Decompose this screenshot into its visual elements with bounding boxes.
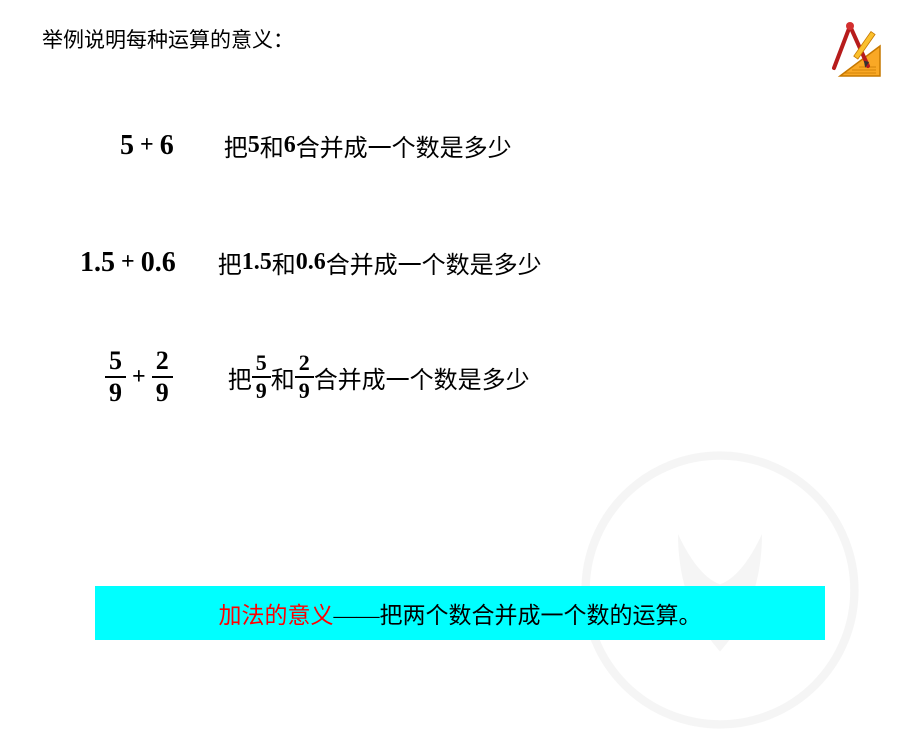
numerator: 2: [152, 348, 173, 374]
explanation-text: 和: [260, 128, 284, 163]
explanation-num: 5: [248, 132, 260, 159]
fraction-inline-2: 2 9: [295, 352, 314, 402]
numerator: 2: [295, 352, 314, 374]
math-expression-1: 5 + 6: [120, 130, 174, 162]
example-row-2: 1.5 + 0.6 把1.5和0.6合并成一个数是多少: [80, 245, 542, 280]
math-tools-icon: [820, 18, 890, 88]
explanation-text: 和: [271, 360, 295, 395]
denominator: 9: [252, 380, 271, 402]
example-row-1: 5 + 6 把5和6合并成一个数是多少: [120, 128, 512, 163]
explanation-text: 把: [228, 360, 252, 395]
fraction-1: 5 9: [105, 348, 126, 406]
denominator: 9: [152, 380, 173, 406]
explanation-num: 6: [284, 132, 296, 159]
explanation-text: 合并成一个数是多少: [296, 128, 512, 163]
explanation-2: 把1.5和0.6合并成一个数是多少: [218, 245, 542, 280]
page-title: 举例说明每种运算的意义：: [42, 24, 294, 54]
conclusion-red: 加法的意义: [219, 603, 334, 628]
explanation-1: 把5和6合并成一个数是多少: [224, 128, 512, 163]
explanation-text: 把: [218, 245, 242, 280]
explanation-text: 和: [272, 245, 296, 280]
explanation-num: 0.6: [296, 249, 326, 276]
operand-b: 0.6: [141, 247, 176, 279]
explanation-text: 合并成一个数是多少: [326, 245, 542, 280]
explanation-text: 合并成一个数是多少: [314, 360, 530, 395]
numerator: 5: [252, 352, 271, 374]
fraction-2: 2 9: [152, 348, 173, 406]
conclusion-box: 加法的意义——把两个数合并成一个数的运算。: [95, 586, 825, 640]
conclusion-black: ——把两个数合并成一个数的运算。: [334, 603, 702, 628]
plus-operator: +: [132, 364, 146, 391]
math-expression-3: 5 9 + 2 9: [105, 348, 173, 406]
operand-a: 5: [120, 130, 134, 162]
explanation-text: 把: [224, 128, 248, 163]
example-row-3: 5 9 + 2 9 把 5 9 和 2 9 合并成一个数是多少: [105, 348, 530, 406]
denominator: 9: [105, 380, 126, 406]
explanation-3: 把 5 9 和 2 9 合并成一个数是多少: [228, 352, 530, 402]
numerator: 5: [105, 348, 126, 374]
fraction-inline-1: 5 9: [252, 352, 271, 402]
plus-operator: +: [121, 249, 135, 276]
operand-b: 6: [160, 130, 174, 162]
plus-operator: +: [140, 132, 154, 159]
explanation-num: 1.5: [242, 249, 272, 276]
operand-a: 1.5: [80, 247, 115, 279]
denominator: 9: [295, 380, 314, 402]
math-expression-2: 1.5 + 0.6: [80, 247, 176, 279]
